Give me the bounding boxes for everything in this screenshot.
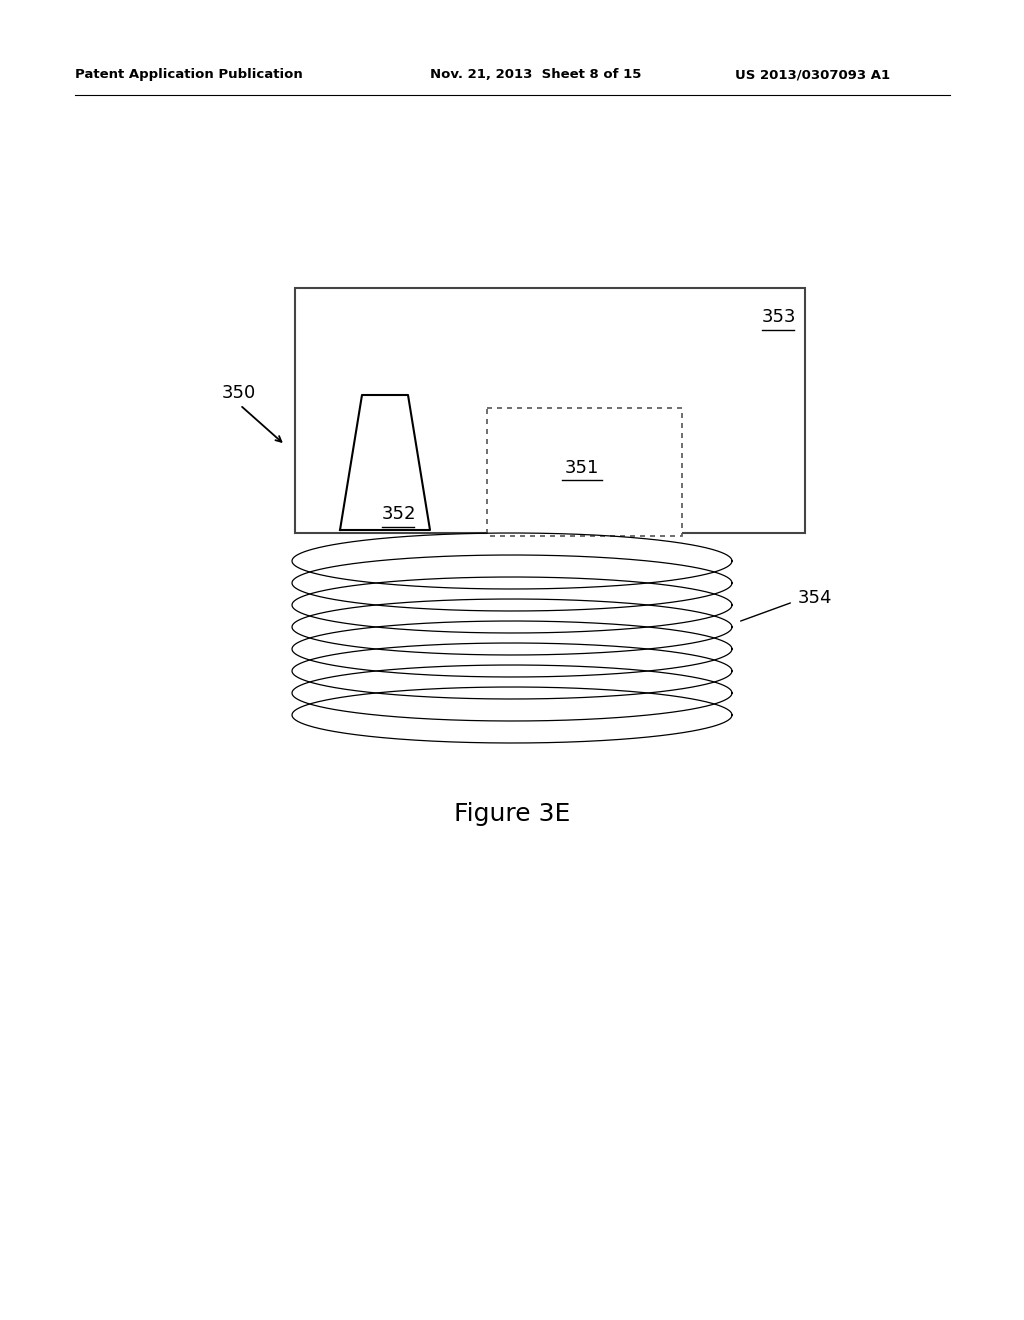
Text: 352: 352 (382, 506, 417, 523)
Text: Figure 3E: Figure 3E (454, 803, 570, 826)
Bar (295, 288, 805, 533)
Text: 353: 353 (762, 308, 797, 326)
Text: 351: 351 (565, 459, 599, 477)
Text: 350: 350 (222, 384, 256, 403)
Text: Patent Application Publication: Patent Application Publication (75, 69, 303, 81)
Text: US 2013/0307093 A1: US 2013/0307093 A1 (735, 69, 890, 81)
Bar (487, 408, 682, 536)
Text: Nov. 21, 2013  Sheet 8 of 15: Nov. 21, 2013 Sheet 8 of 15 (430, 69, 641, 81)
Text: 354: 354 (798, 589, 833, 607)
